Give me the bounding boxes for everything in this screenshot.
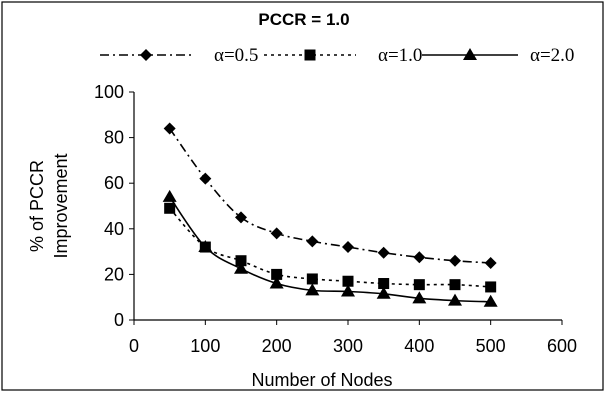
legend-marker	[304, 49, 316, 61]
data-point	[235, 255, 247, 267]
y-tick-label: 0	[114, 310, 124, 330]
y-axis-title-line-2: Improvement	[51, 153, 71, 258]
series-line	[169, 207, 491, 288]
x-tick-label: 400	[404, 336, 434, 356]
data-point	[413, 251, 426, 264]
x-axis-title: Number of Nodes	[251, 370, 392, 390]
data-point	[162, 189, 177, 202]
data-point	[412, 291, 427, 304]
legend-item-3: α=2.0	[422, 45, 574, 66]
legend-label: α=0.5	[214, 45, 258, 66]
data-point	[413, 279, 425, 291]
data-point	[306, 235, 319, 248]
data-point	[199, 241, 211, 253]
y-tick-label: 20	[104, 264, 124, 284]
y-axis-title: % of PCCR Improvement	[27, 153, 71, 258]
x-tick-label: 100	[190, 336, 220, 356]
data-point	[342, 241, 354, 254]
data-point	[449, 254, 461, 267]
series-2	[164, 202, 497, 293]
data-point	[269, 276, 284, 289]
legend-label: α=1.0	[378, 45, 422, 66]
data-point	[377, 246, 390, 259]
y-tick-label: 60	[104, 173, 124, 193]
x-tick-label: 300	[333, 336, 363, 356]
legend-marker	[463, 48, 477, 60]
legend-item-2: α=1.0	[264, 45, 422, 66]
axes: 0 20 40 60 80 100 0 100 200 300 400 500 600	[94, 82, 577, 356]
data-point	[234, 261, 248, 274]
data-point	[448, 293, 462, 306]
data-point	[164, 202, 176, 214]
y-tick-label: 100	[94, 82, 124, 102]
y-axis-title-line-1: % of PCCR	[27, 160, 47, 252]
x-tick-label: 0	[129, 336, 139, 356]
legend-item-1: α=0.5	[100, 45, 258, 66]
x-tick-label: 200	[262, 336, 292, 356]
series-line	[169, 196, 491, 303]
plot-area	[162, 122, 498, 307]
data-point	[483, 294, 498, 307]
data-point	[485, 281, 497, 293]
data-point	[378, 278, 390, 290]
x-tick-label: 500	[476, 336, 506, 356]
data-point	[306, 273, 318, 285]
data-point	[484, 257, 497, 269]
data-point	[341, 284, 355, 297]
legend: α=0.5 α=1.0 α=2.0	[100, 45, 574, 66]
data-point	[376, 286, 391, 299]
y-tick-label: 40	[104, 219, 124, 239]
y-tick-label: 80	[104, 128, 124, 148]
legend-label: α=2.0	[530, 45, 574, 66]
data-point	[235, 211, 247, 224]
data-point	[449, 279, 461, 291]
data-point	[163, 122, 176, 135]
series-1	[163, 122, 497, 269]
data-point	[270, 227, 283, 240]
legend-marker	[140, 49, 152, 61]
x-tick-label: 600	[547, 336, 577, 356]
data-point	[199, 172, 212, 185]
data-point	[305, 283, 320, 296]
data-point	[271, 268, 283, 280]
data-point	[342, 275, 354, 287]
series-line	[169, 128, 491, 264]
chart-title: PCCR = 1.0	[258, 10, 349, 29]
